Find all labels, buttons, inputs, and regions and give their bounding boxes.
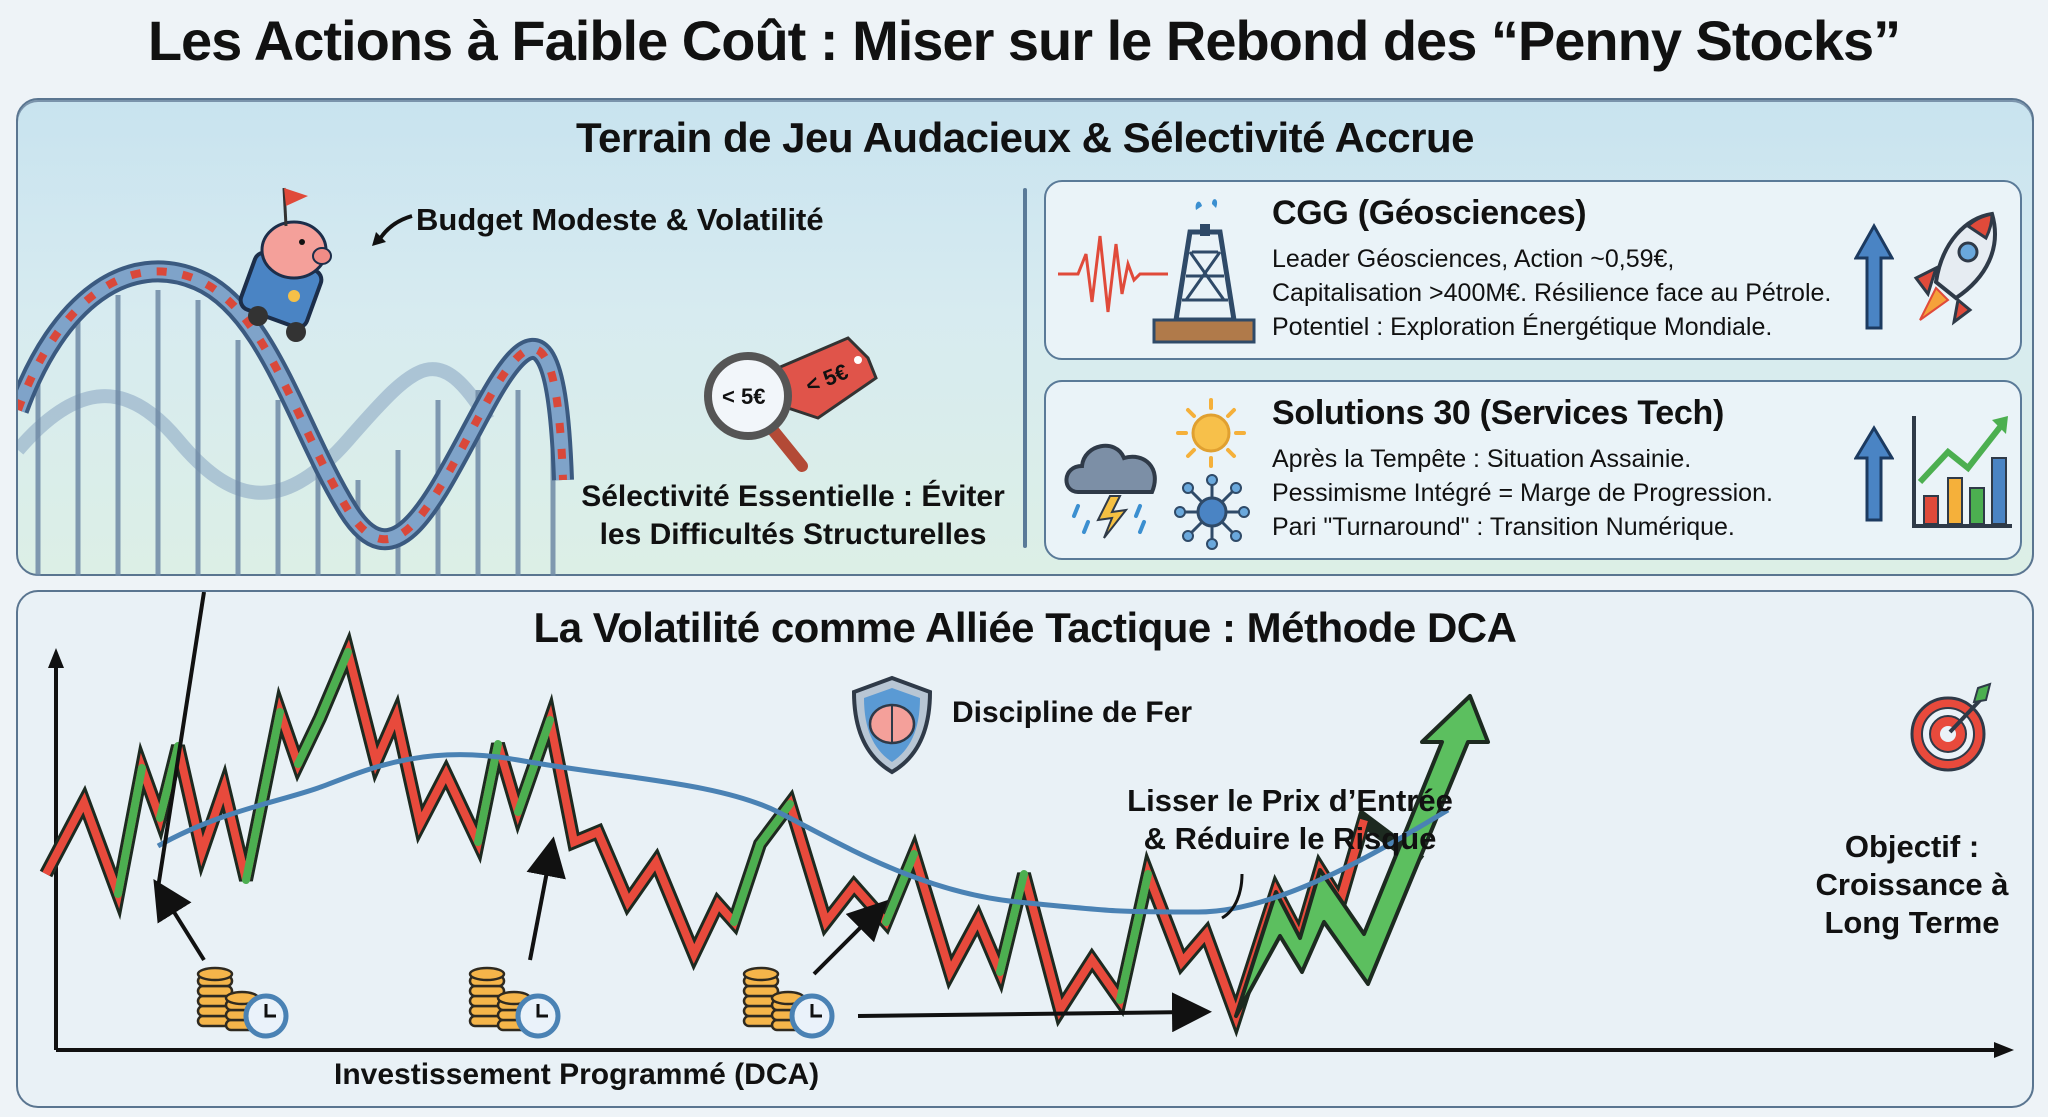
card-description: Après la Tempête : Situation Assainie. P…: [1272, 445, 1773, 541]
piggy-bank-icon: [238, 187, 332, 342]
coin-stack-clock-icon: [468, 966, 561, 1039]
storm-cloud-icon: [1064, 443, 1157, 539]
oil-derrick-icon: [1152, 199, 1256, 344]
pointer-arrow-icon: [372, 214, 413, 246]
growth-chart-icon: [1912, 416, 2012, 528]
bottom-panel-title: La Volatilité comme Alliée Tactique : Mé…: [533, 604, 1517, 651]
x-axis-label: Investissement Programmé (DCA): [334, 1058, 820, 1091]
sun-icon: [1176, 398, 1246, 468]
card-cgg: CGG (Géosciences) Leader Géosciences, Ac…: [1044, 180, 2022, 360]
selectivity-label: Sélectivité Essentielle : Éviter les Dif…: [581, 480, 1005, 551]
top-panel: Terrain de Jeu Audacieux & Sélectivité A…: [16, 98, 2034, 576]
network-globe-icon: [1174, 474, 1250, 550]
up-arrow-icon: [1854, 425, 1894, 522]
seismic-wave-icon: [1058, 235, 1168, 313]
bottom-panel: La Volatilité comme Alliée Tactique : Mé…: [16, 590, 2034, 1108]
price-tag-icon: < 5€: [776, 336, 878, 420]
roller-coaster-icon: [18, 187, 574, 576]
card-title: CGG (Géosciences): [1272, 194, 1587, 232]
magnifier-icon: < 5€ < 5€: [704, 336, 878, 472]
goal-label: Objectif : Croissance à Long Terme: [1815, 829, 2009, 940]
vertical-divider: [1023, 188, 1027, 548]
shield-brain-icon: [851, 675, 933, 775]
coin-stack-clock-icon: [196, 966, 289, 1039]
up-arrow-icon: [1854, 222, 1894, 330]
smoothing-label: Lisser le Prix d’Entrée & Réduire le Ris…: [1127, 783, 1453, 856]
dca-chart: [39, 592, 2014, 1058]
target-icon: [1910, 682, 1992, 772]
discipline-label: Discipline de Fer: [952, 696, 1193, 729]
main-title: Les Actions à Faible Coût : Miser sur le…: [147, 9, 1901, 72]
rocket-icon: [1913, 211, 1997, 326]
svg-text:< 5€: < 5€: [722, 384, 765, 409]
card-title: Solutions 30 (Services Tech): [1272, 394, 1725, 432]
flag-icon: [284, 188, 308, 206]
top-panel-title: Terrain de Jeu Audacieux & Sélectivité A…: [576, 114, 1474, 161]
budget-label: Budget Modeste & Volatilité: [416, 202, 824, 237]
coin-stack-clock-icon: [742, 966, 835, 1039]
card-description: Leader Géosciences, Action ~0,59€, Capit…: [1272, 245, 1832, 341]
growth-arrow-icon: [1234, 694, 1490, 1018]
card-solutions30: Solutions 30 (Services Tech) Après la Te…: [1044, 380, 2022, 560]
average-price-line: [156, 752, 1450, 915]
